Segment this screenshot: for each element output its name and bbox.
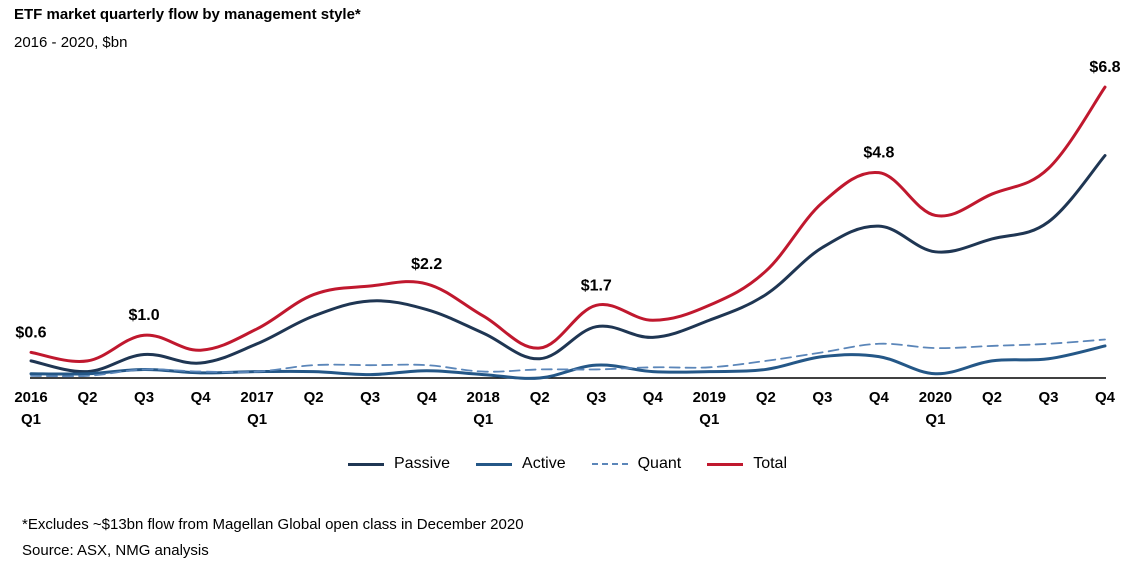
legend-label: Passive	[394, 455, 451, 472]
x-tick-label: 2016 Q1	[14, 389, 47, 428]
x-tick-label: Q4	[869, 389, 890, 406]
legend-swatch	[476, 462, 513, 466]
legend-swatch	[707, 462, 744, 466]
legend-item-total: Total	[707, 455, 787, 473]
data-label: $4.8	[863, 145, 894, 162]
data-labels: $0.6 $1.0 $2.2 $1.7 $4.8 $6.8	[15, 59, 1120, 341]
x-tick-label: Q2	[982, 389, 1002, 406]
x-tick-label: Q3	[360, 389, 380, 406]
series-line-active	[29, 344, 1107, 380]
legend-label: Quant	[637, 455, 682, 472]
series-line-passive	[29, 154, 1107, 374]
data-label: $1.0	[128, 307, 159, 324]
x-tick-label: Q4	[417, 389, 438, 406]
x-tick-label: Q3	[586, 389, 606, 406]
legend-item-quant: Quant	[591, 455, 682, 473]
x-tick-label: Q4	[643, 389, 664, 406]
x-tick-label: Q3	[134, 389, 154, 406]
x-tick-label: Q2	[530, 389, 550, 406]
x-tick-label: 2018 Q1	[467, 389, 500, 428]
x-tick-label: 2017 Q1	[240, 389, 273, 428]
data-label: $0.6	[15, 324, 46, 341]
data-label: $2.2	[411, 256, 442, 273]
chart-title: ETF market quarterly flow by management …	[14, 6, 361, 23]
legend-label: Active	[522, 455, 566, 472]
x-tick-label: Q4	[191, 389, 212, 406]
x-tick-label: Q2	[756, 389, 776, 406]
x-tick-label: Q3	[1038, 389, 1058, 406]
legend-label: Total	[753, 455, 787, 472]
chart-legend: Passive Active Quant Total	[0, 455, 1135, 473]
legend-swatch	[348, 462, 384, 466]
footnote-source: Source: ASX, NMG analysis	[22, 542, 209, 559]
legend-item-passive: Passive	[348, 455, 450, 473]
x-tick-label: 2019 Q1	[693, 389, 726, 428]
data-label: $1.7	[581, 277, 612, 294]
legend-item-active: Active	[476, 455, 566, 473]
series-line-quant	[30, 338, 1106, 378]
x-tick-labels: 2016 Q1 Q2 Q3 Q4 2017 Q1 Q2 Q3 Q4 2018 Q1 Q2 Q3 Q4 2019…	[14, 389, 1115, 428]
x-tick-label: Q2	[78, 389, 98, 406]
data-label: $6.8	[1089, 59, 1120, 76]
legend-swatch	[591, 463, 628, 465]
series-line-total	[29, 85, 1107, 363]
series-layer	[29, 85, 1107, 380]
x-tick-label: 2020 Q1	[919, 389, 952, 428]
x-tick-label: Q2	[304, 389, 324, 406]
x-tick-label: Q4	[1095, 389, 1116, 406]
chart-subtitle: 2016 - 2020, $bn	[14, 34, 128, 51]
footnote-exclusion: *Excludes ~$13bn flow from Magellan Glob…	[22, 516, 524, 533]
x-tick-label: Q3	[812, 389, 832, 406]
